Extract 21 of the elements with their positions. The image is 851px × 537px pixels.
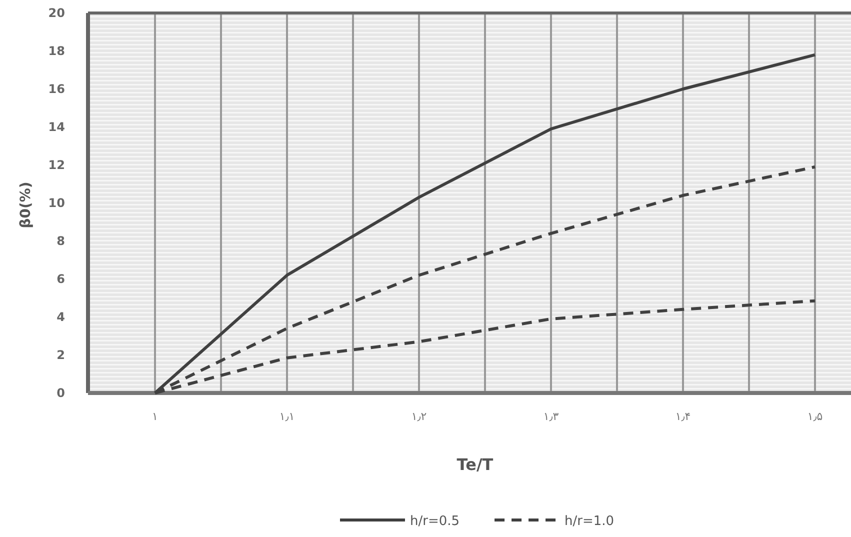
y-tick-label: 14 xyxy=(48,120,65,134)
y-tick-label: 0 xyxy=(56,386,65,400)
x-tick-label: ۱٫۳ xyxy=(543,410,559,424)
y-axis-title: β0(%) xyxy=(18,182,34,228)
x-tick-label: ۱ xyxy=(152,410,158,424)
y-tick-label: 18 xyxy=(48,44,65,58)
x-tick-label: ۱٫۵ xyxy=(807,410,823,424)
y-tick-label: 16 xyxy=(48,82,65,96)
legend-label: h/r=1.0 xyxy=(564,514,614,529)
x-axis-title: Te/T xyxy=(456,455,494,474)
legend-label: h/r=0.5 xyxy=(410,514,460,529)
x-tick-label: ۱٫۲ xyxy=(411,410,427,424)
y-tick-label: 2 xyxy=(56,348,65,362)
y-tick-label: 12 xyxy=(48,158,65,172)
y-tick-label: 6 xyxy=(56,272,65,286)
y-tick-label: 20 xyxy=(48,6,65,20)
y-tick-label: 10 xyxy=(48,196,65,210)
x-tick-label: ۱٫۴ xyxy=(675,410,691,424)
x-tick-label: ۱٫۱ xyxy=(279,410,295,424)
y-tick-label: 8 xyxy=(56,234,65,248)
y-tick-label: 4 xyxy=(56,310,65,324)
